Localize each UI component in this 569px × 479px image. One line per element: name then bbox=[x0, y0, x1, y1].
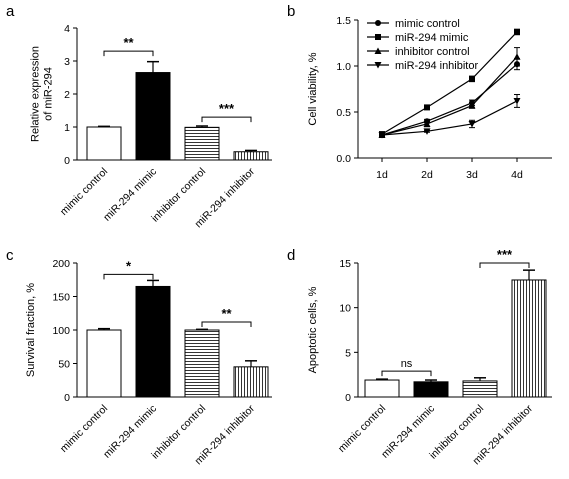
y-tick-label: 0 bbox=[64, 155, 70, 167]
bar bbox=[233, 151, 269, 161]
legend-label: miR-294 mimic bbox=[395, 32, 469, 44]
significance-bracket bbox=[479, 262, 530, 268]
bar bbox=[86, 329, 122, 398]
panel-letter-d: d bbox=[287, 247, 295, 264]
bar bbox=[462, 380, 498, 398]
y-axis-title: Cell viability, % bbox=[307, 52, 319, 125]
significance-label: *** bbox=[219, 101, 235, 116]
chart-panel-a: 0 1 2 3 4 Relative expression of miR-294 mimic … bbox=[30, 23, 272, 230]
significance-bracket bbox=[381, 370, 432, 377]
y-tick-label: 15 bbox=[339, 258, 351, 270]
x-category-label: mimic control bbox=[58, 166, 110, 218]
x-tick-label: 3d bbox=[466, 169, 478, 181]
y-tick-label: 1.0 bbox=[336, 61, 351, 73]
significance-label: ns bbox=[401, 358, 413, 370]
y-tick-label: 5 bbox=[345, 347, 351, 359]
panel-letter-a: a bbox=[6, 3, 15, 20]
y-tick-label: 0 bbox=[345, 392, 351, 404]
significance-label: ** bbox=[123, 35, 134, 50]
y-tick-label: 4 bbox=[64, 23, 70, 35]
data-point bbox=[423, 128, 431, 135]
panel-letter-c: c bbox=[6, 247, 14, 264]
bar bbox=[184, 126, 220, 161]
bar bbox=[511, 279, 547, 398]
x-tick-label: 1d bbox=[376, 169, 388, 181]
data-point bbox=[514, 28, 520, 35]
bar bbox=[86, 126, 122, 161]
data-point bbox=[375, 34, 381, 40]
series-line bbox=[381, 63, 518, 136]
data-point bbox=[469, 75, 475, 82]
x-tick-label: 2d bbox=[421, 169, 433, 181]
y-tick-label: 100 bbox=[52, 325, 70, 337]
legend-label: miR-294 inhibitor bbox=[395, 60, 478, 72]
data-point bbox=[468, 102, 476, 109]
y-tick-label: 10 bbox=[339, 303, 351, 315]
x-category-label: mimic control bbox=[58, 403, 110, 455]
y-tick-label: 1 bbox=[64, 122, 70, 134]
legend-label: mimic control bbox=[395, 18, 460, 30]
bar bbox=[364, 379, 400, 398]
y-axis-title: of miR-294 bbox=[43, 67, 55, 121]
y-tick-label: 2 bbox=[64, 89, 70, 101]
legend-label: inhibitor control bbox=[395, 46, 470, 58]
significance-bracket bbox=[103, 50, 154, 57]
significance-bracket bbox=[103, 273, 154, 280]
bar bbox=[233, 366, 269, 398]
series-line bbox=[381, 56, 518, 136]
y-tick-label: 0 bbox=[64, 392, 70, 404]
data-point bbox=[423, 120, 431, 127]
x-category-label: mimic control bbox=[336, 403, 388, 455]
y-tick-label: 0.0 bbox=[336, 153, 351, 165]
bar bbox=[413, 381, 449, 398]
y-tick-label: 0.5 bbox=[336, 107, 351, 119]
series-line bbox=[381, 31, 518, 135]
panel-letter-b: b bbox=[287, 3, 295, 20]
significance-bracket bbox=[201, 116, 252, 123]
bar bbox=[184, 329, 220, 398]
bar bbox=[135, 72, 171, 161]
y-tick-label: 50 bbox=[58, 359, 70, 371]
significance-bracket bbox=[201, 321, 252, 327]
y-tick-label: 1.5 bbox=[336, 15, 351, 27]
bar bbox=[135, 285, 171, 398]
data-point bbox=[378, 132, 386, 139]
significance-label: ** bbox=[221, 306, 232, 321]
y-axis-title: Survival fraction, % bbox=[25, 283, 37, 377]
chart-panel-b: 0.0 0.5 1.0 1.5 1d 2d 3d 4d Cell viability, % mim… bbox=[307, 15, 552, 181]
y-axis-title: Apoptotic cells, % bbox=[307, 286, 319, 373]
data-point bbox=[375, 20, 381, 26]
y-tick-label: 150 bbox=[52, 292, 70, 304]
y-tick-label: 3 bbox=[64, 56, 70, 68]
series-line bbox=[381, 100, 518, 136]
data-point bbox=[374, 62, 382, 69]
y-tick-label: 200 bbox=[52, 258, 70, 270]
data-point bbox=[374, 47, 382, 54]
y-axis-title: Relative expression bbox=[30, 46, 42, 142]
data-point bbox=[513, 97, 521, 105]
significance-label: * bbox=[126, 258, 132, 273]
data-point bbox=[513, 53, 521, 60]
significance-label: *** bbox=[497, 247, 513, 262]
chart-panel-c: 0 50 100 150 200 Survival fraction, % mimic co… bbox=[25, 258, 272, 467]
data-point bbox=[424, 104, 430, 111]
x-tick-label: 4d bbox=[511, 169, 523, 181]
data-point bbox=[468, 120, 476, 128]
